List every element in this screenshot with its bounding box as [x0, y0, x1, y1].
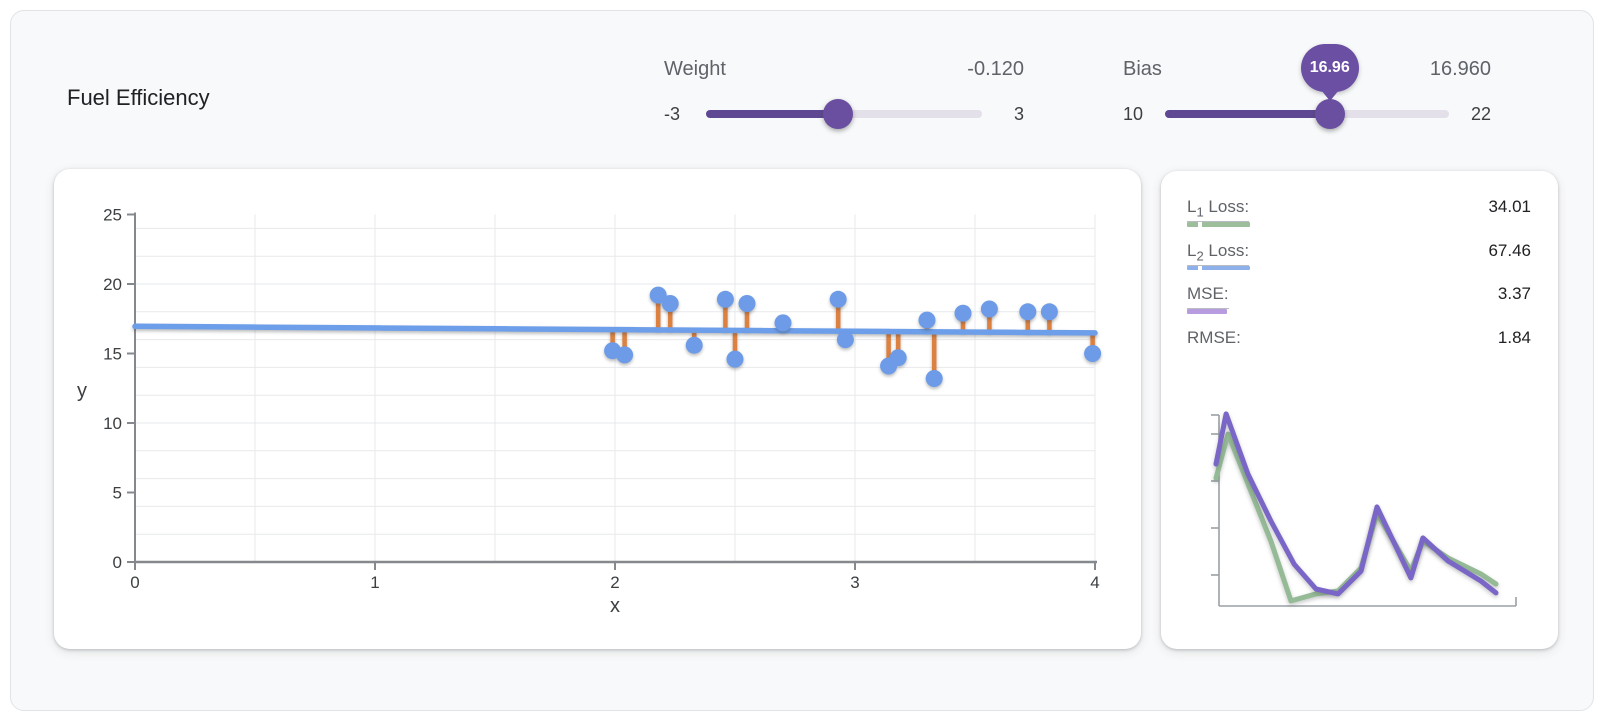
weight-header-row: Weight -0.120 — [654, 56, 1024, 82]
scatter-point — [774, 314, 792, 332]
svg-text:4: 4 — [1090, 573, 1099, 592]
bias-slider-track[interactable]: 16.96 — [1165, 44, 1449, 129]
bias-slider-row: 10 16.96 22 — [1113, 44, 1491, 130]
svg-text:0: 0 — [113, 553, 122, 572]
scatter-point — [685, 336, 703, 354]
weight-min-label: -3 — [664, 103, 681, 124]
scatter-point — [661, 295, 679, 312]
loss-curves-chart — [1211, 411, 1517, 607]
l2-loss-value: 67.46 — [1488, 240, 1531, 260]
bias-min-label: 10 — [1123, 103, 1144, 124]
fuel-efficiency-panel: Fuel Efficiency Weight -0.120 -3 3 Bias … — [10, 10, 1594, 711]
mse-color-swatch — [1187, 309, 1227, 314]
weight-max-label: 3 — [1013, 103, 1024, 124]
svg-text:2: 2 — [610, 573, 619, 592]
scatter-point — [738, 295, 756, 312]
scatter-point — [980, 300, 998, 318]
bias-header-row: Bias 16.960 — [1113, 56, 1491, 82]
scatter-point — [925, 370, 943, 387]
l2-loss-label[interactable]: L2 Loss: — [1187, 241, 1250, 266]
loss-curve-mse — [1213, 411, 1499, 597]
scatter-point — [726, 350, 744, 368]
l1-loss-color-swatch — [1187, 222, 1250, 227]
metric-row-rmse: RMSE: 1.84 — [1187, 328, 1531, 372]
scatter-chart-card: 0 5 10 15 20 25 0 1 2 3 4 y x — [54, 169, 1141, 649]
page-title: Fuel Efficiency — [67, 85, 210, 110]
fuel-efficiency-chart: 0 5 10 15 20 25 0 1 2 3 4 y x — [77, 206, 1102, 617]
metric-row-l1: L1 Loss: 34.01 — [1187, 197, 1531, 241]
svg-text:0: 0 — [130, 573, 139, 592]
bias-slider-thumb[interactable] — [1314, 99, 1345, 129]
weight-slider-track[interactable] — [706, 99, 982, 129]
mse-label[interactable]: MSE: — [1187, 284, 1229, 310]
l1-loss-label[interactable]: L1 Loss: — [1187, 197, 1250, 223]
bias-value: 16.960 — [1429, 57, 1491, 80]
bias-bubble-text: 16.96 — [1309, 59, 1350, 76]
rmse-value: 1.84 — [1497, 327, 1531, 347]
bias-max-label: 22 — [1470, 103, 1491, 124]
weight-slider-fill — [706, 110, 839, 118]
weight-slider-group: Weight -0.120 -3 3 — [654, 56, 1024, 130]
svg-text:5: 5 — [113, 484, 122, 503]
x-axis-label: x — [610, 595, 620, 617]
l1-loss-value: 34.01 — [1488, 197, 1531, 216]
bias-value-bubble: 16.96 — [1300, 44, 1359, 92]
scatter-points — [604, 286, 1102, 387]
svg-text:20: 20 — [103, 275, 122, 294]
metric-row-mse: MSE: 3.37 — [1187, 284, 1531, 328]
scatter-point — [716, 290, 734, 308]
svg-text:25: 25 — [103, 206, 122, 225]
scatter-point — [954, 304, 972, 322]
scatter-point — [1019, 303, 1037, 321]
bias-slider-group: Bias 16.960 10 16.96 22 — [1113, 44, 1491, 130]
scatter-point — [829, 290, 847, 308]
regression-line — [132, 323, 1098, 336]
bias-slider-fill — [1165, 110, 1330, 118]
svg-text:15: 15 — [103, 345, 122, 364]
loss-metrics-card: L1 Loss: 34.01 L2 Loss: 67.46 MSE: 3.37 … — [1161, 171, 1558, 649]
l2-loss-color-swatch — [1187, 265, 1250, 270]
scatter-point — [918, 311, 936, 329]
weight-label: Weight — [664, 57, 726, 80]
svg-text:1: 1 — [370, 573, 379, 592]
metric-row-l2: L2 Loss: 67.46 — [1187, 241, 1531, 285]
rmse-label: RMSE: — [1187, 327, 1241, 347]
svg-text:10: 10 — [103, 414, 122, 433]
scatter-point — [836, 331, 854, 349]
mse-value: 3.37 — [1497, 284, 1531, 303]
weight-value: -0.120 — [967, 57, 1024, 80]
y-axis-label: y — [77, 380, 87, 402]
scatter-point — [616, 346, 634, 364]
scatter-point — [1040, 303, 1058, 321]
weight-slider-row: -3 3 — [654, 98, 1024, 130]
bias-label: Bias — [1123, 57, 1162, 80]
scatter-point — [649, 286, 667, 304]
weight-slider-thumb[interactable] — [823, 99, 854, 129]
scatter-point — [889, 349, 907, 367]
svg-text:3: 3 — [850, 573, 859, 592]
scatter-point — [1084, 345, 1102, 362]
